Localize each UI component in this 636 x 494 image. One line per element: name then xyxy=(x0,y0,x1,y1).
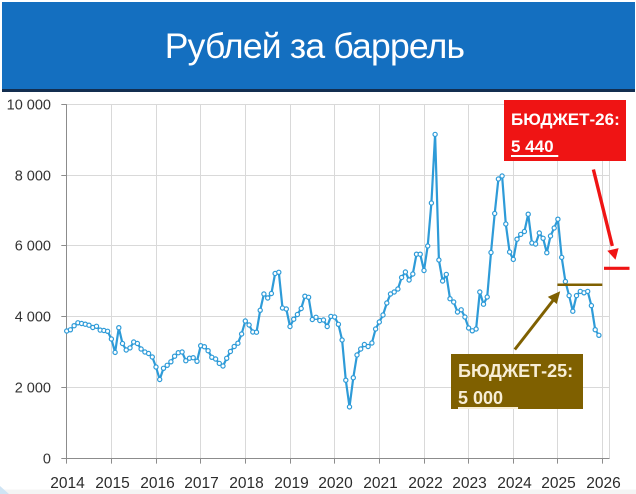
svg-text:10 000: 10 000 xyxy=(7,97,51,113)
svg-text:2020: 2020 xyxy=(318,475,353,492)
svg-text:2016: 2016 xyxy=(140,475,174,492)
svg-text:2018: 2018 xyxy=(229,475,263,492)
svg-text:8 000: 8 000 xyxy=(15,168,51,184)
svg-text:2 000: 2 000 xyxy=(15,380,51,396)
svg-text:2015: 2015 xyxy=(95,475,129,492)
svg-text:2026: 2026 xyxy=(586,475,620,492)
svg-text:2014: 2014 xyxy=(50,475,85,492)
svg-text:2023: 2023 xyxy=(452,475,486,492)
svg-text:0: 0 xyxy=(43,451,51,467)
svg-text:2025: 2025 xyxy=(541,475,575,492)
svg-text:2017: 2017 xyxy=(184,475,218,492)
svg-text:6 000: 6 000 xyxy=(15,238,51,254)
svg-text:2021: 2021 xyxy=(363,475,397,492)
svg-text:2022: 2022 xyxy=(408,475,442,492)
svg-text:4 000: 4 000 xyxy=(15,309,51,325)
svg-text:2024: 2024 xyxy=(497,475,532,492)
svg-text:2019: 2019 xyxy=(274,475,308,492)
